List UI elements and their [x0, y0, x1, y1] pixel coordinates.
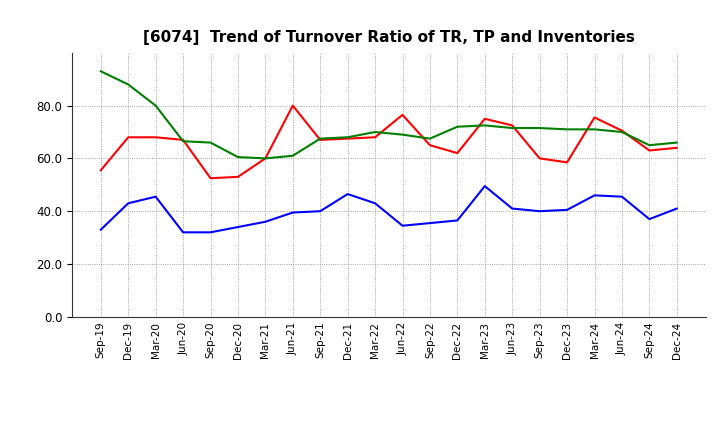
Trade Receivables: [151, 135, 160, 140]
Trade Payables: [289, 210, 297, 215]
Inventories: [563, 127, 572, 132]
Inventories: [645, 143, 654, 148]
Inventories: [590, 127, 599, 132]
Trade Receivables: [480, 116, 489, 121]
Inventories: [453, 124, 462, 129]
Trade Receivables: [453, 150, 462, 156]
Trade Receivables: [316, 137, 325, 143]
Trade Receivables: [563, 160, 572, 165]
Trade Payables: [590, 193, 599, 198]
Trade Payables: [398, 223, 407, 228]
Line: Inventories: Inventories: [101, 71, 677, 158]
Inventories: [179, 139, 187, 144]
Inventories: [672, 140, 681, 145]
Inventories: [96, 69, 105, 74]
Trade Payables: [508, 206, 516, 211]
Trade Receivables: [398, 112, 407, 117]
Trade Payables: [261, 219, 270, 224]
Trade Payables: [426, 220, 434, 226]
Trade Payables: [124, 201, 132, 206]
Trade Payables: [672, 206, 681, 211]
Inventories: [124, 82, 132, 87]
Trade Receivables: [179, 137, 187, 143]
Trade Payables: [179, 230, 187, 235]
Trade Receivables: [96, 168, 105, 173]
Inventories: [316, 136, 325, 141]
Inventories: [206, 140, 215, 145]
Title: [6074]  Trend of Turnover Ratio of TR, TP and Inventories: [6074] Trend of Turnover Ratio of TR, TP…: [143, 29, 635, 45]
Trade Payables: [96, 227, 105, 232]
Trade Receivables: [508, 123, 516, 128]
Trade Payables: [316, 209, 325, 214]
Trade Payables: [343, 191, 352, 197]
Trade Receivables: [536, 156, 544, 161]
Trade Receivables: [672, 145, 681, 150]
Trade Payables: [563, 207, 572, 213]
Inventories: [618, 129, 626, 135]
Trade Receivables: [343, 136, 352, 141]
Trade Payables: [536, 209, 544, 214]
Inventories: [289, 153, 297, 158]
Trade Receivables: [233, 174, 242, 180]
Inventories: [343, 135, 352, 140]
Trade Receivables: [371, 135, 379, 140]
Trade Receivables: [426, 143, 434, 148]
Inventories: [233, 154, 242, 160]
Trade Receivables: [645, 148, 654, 153]
Inventories: [151, 103, 160, 108]
Trade Payables: [206, 230, 215, 235]
Trade Receivables: [590, 115, 599, 120]
Trade Payables: [371, 201, 379, 206]
Trade Payables: [645, 216, 654, 222]
Trade Receivables: [289, 103, 297, 108]
Inventories: [480, 123, 489, 128]
Trade Receivables: [261, 156, 270, 161]
Inventories: [371, 129, 379, 135]
Trade Receivables: [206, 176, 215, 181]
Inventories: [508, 125, 516, 131]
Trade Receivables: [618, 128, 626, 133]
Trade Payables: [618, 194, 626, 199]
Trade Payables: [233, 224, 242, 230]
Line: Trade Receivables: Trade Receivables: [101, 106, 677, 178]
Trade Payables: [480, 183, 489, 189]
Trade Payables: [151, 194, 160, 199]
Trade Receivables: [124, 135, 132, 140]
Inventories: [261, 156, 270, 161]
Line: Trade Payables: Trade Payables: [101, 186, 677, 232]
Inventories: [398, 132, 407, 137]
Trade Payables: [453, 218, 462, 223]
Inventories: [536, 125, 544, 131]
Inventories: [426, 136, 434, 141]
